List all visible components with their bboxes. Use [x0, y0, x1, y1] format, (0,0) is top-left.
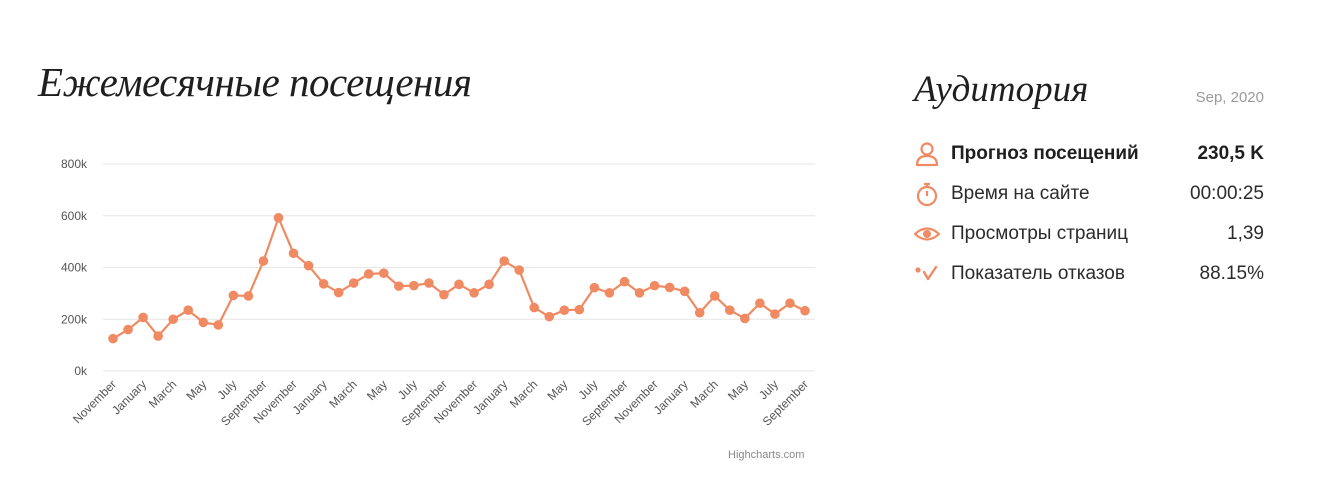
data-point[interactable] — [243, 291, 254, 301]
metric-visits-forecast: Прогноз посещений 230,5 K — [914, 140, 1264, 168]
data-point[interactable] — [770, 309, 780, 319]
grid-lines — [103, 163, 815, 372]
data-point[interactable] — [484, 279, 494, 290]
data-point[interactable] — [318, 279, 329, 289]
data-point[interactable] — [198, 317, 209, 328]
data-point[interactable] — [469, 288, 479, 298]
data-point[interactable] — [258, 256, 269, 266]
metric-label: Прогноз посещений — [951, 143, 1139, 164]
y-axis-labels: 0k 200k 400k 600k 800k — [61, 157, 88, 378]
metric-label: Просмотры страниц — [951, 223, 1129, 244]
data-point[interactable] — [649, 280, 660, 291]
eye-icon — [914, 220, 942, 248]
y-tick-label: 600k — [61, 209, 88, 223]
data-point[interactable] — [679, 286, 690, 297]
data-point[interactable] — [589, 282, 600, 293]
data-point[interactable] — [634, 288, 645, 298]
data-point[interactable] — [755, 298, 765, 309]
metric-label: Время на сайте — [951, 183, 1090, 204]
metric-time-on-site: Время на сайте 00:00:25 — [914, 180, 1264, 208]
data-point[interactable] — [138, 312, 148, 323]
y-tick-label: 400k — [61, 261, 88, 275]
data-point[interactable] — [288, 248, 299, 259]
data-point[interactable] — [800, 305, 810, 316]
data-point[interactable] — [439, 289, 449, 300]
x-tick-label: July — [395, 377, 420, 402]
bounce-icon — [914, 260, 942, 288]
x-tick-label: November — [70, 377, 119, 426]
x-tick-label: March — [507, 377, 540, 410]
metric-value: 00:00:25 — [1190, 183, 1264, 204]
data-point[interactable] — [724, 305, 735, 315]
data-point[interactable] — [454, 279, 464, 290]
data-point[interactable] — [108, 333, 118, 344]
data-point[interactable] — [378, 268, 389, 278]
data-point[interactable] — [409, 280, 419, 291]
metric-bounce-rate: Показатель отказов 88.15% — [914, 260, 1264, 288]
x-tick-label: July — [576, 377, 601, 402]
data-point[interactable] — [363, 269, 374, 279]
audience-title: Аудитория — [914, 69, 1089, 110]
data-point[interactable] — [228, 290, 239, 301]
x-tick-label: May — [183, 377, 209, 403]
y-tick-label: 200k — [61, 312, 88, 326]
x-tick-label: July — [214, 377, 239, 402]
data-point[interactable] — [123, 324, 133, 335]
data-point[interactable] — [785, 298, 795, 309]
data-point[interactable] — [213, 320, 224, 330]
x-tick-label: March — [687, 377, 720, 410]
audience-date: Sep, 2020 — [1195, 89, 1264, 106]
chart-title: Ежемесячные посещения — [38, 59, 472, 105]
x-tick-label: March — [326, 377, 359, 410]
metric-value: 230,5 K — [1197, 143, 1264, 164]
data-point[interactable] — [153, 331, 163, 341]
highcharts-credits[interactable]: Highcharts.com — [728, 449, 805, 461]
metric-value: 1,39 — [1227, 223, 1264, 244]
data-point[interactable] — [529, 302, 540, 313]
data-point[interactable] — [273, 213, 284, 223]
data-point[interactable] — [514, 265, 524, 275]
data-point[interactable] — [394, 281, 404, 291]
data-point[interactable] — [303, 260, 314, 271]
x-tick-label: July — [756, 377, 781, 402]
data-point[interactable] — [168, 314, 178, 325]
y-tick-label: 800k — [61, 157, 88, 171]
x-tick-label: May — [725, 377, 751, 403]
data-point[interactable] — [544, 311, 555, 322]
series-visits — [108, 213, 810, 344]
metric-page-views: Просмотры страниц 1,39 — [914, 220, 1264, 248]
data-point[interactable] — [183, 305, 194, 315]
data-point[interactable] — [694, 307, 705, 318]
stopwatch-icon — [914, 180, 942, 208]
data-point[interactable] — [740, 313, 750, 324]
x-tick-label: May — [364, 377, 390, 403]
y-tick-label: 0k — [74, 364, 88, 378]
metric-label: Показатель отказов — [951, 263, 1125, 284]
x-tick-label: March — [146, 377, 179, 410]
data-point[interactable] — [499, 256, 509, 266]
x-tick-label: May — [544, 377, 570, 403]
data-point[interactable] — [619, 276, 630, 287]
data-point[interactable] — [348, 278, 359, 288]
data-point[interactable] — [424, 278, 434, 288]
metric-value: 88.15% — [1199, 263, 1264, 284]
data-point[interactable] — [709, 291, 720, 301]
user-icon — [914, 140, 942, 168]
data-point[interactable] — [559, 305, 570, 315]
data-point[interactable] — [664, 282, 675, 293]
data-point[interactable] — [574, 304, 585, 315]
data-point[interactable] — [604, 288, 615, 298]
data-point[interactable] — [333, 287, 344, 298]
